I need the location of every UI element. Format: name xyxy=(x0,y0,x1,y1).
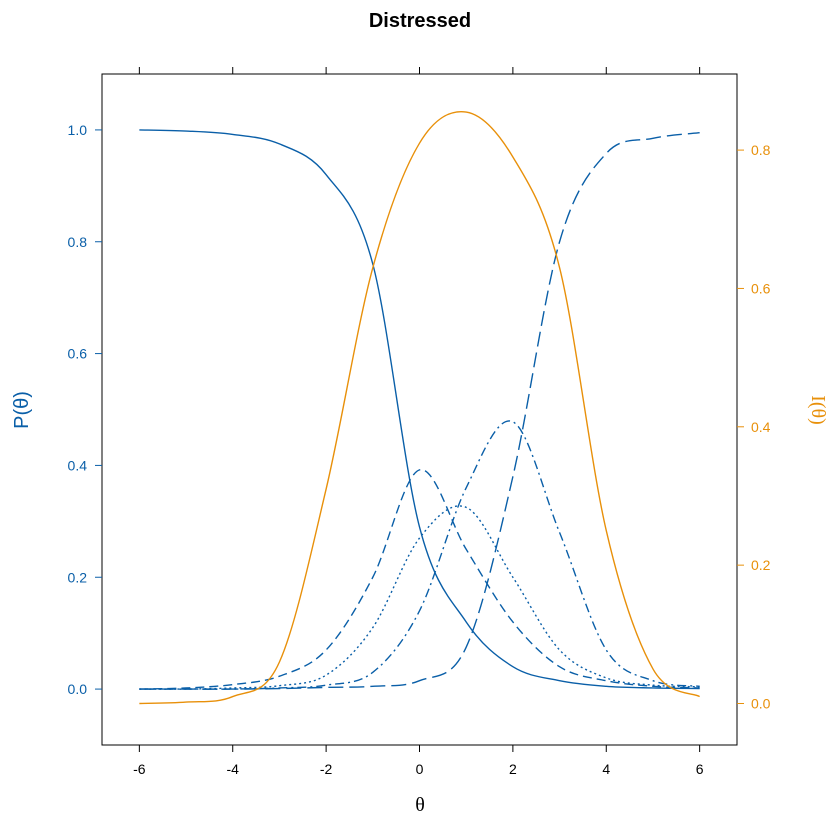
x-tick-label: 2 xyxy=(509,761,517,777)
left-y-tick-label: 0.8 xyxy=(68,234,88,250)
series-line-information xyxy=(139,110,701,705)
x-tick-label: 4 xyxy=(602,761,610,777)
right-y-tick-label: 0.4 xyxy=(751,419,771,435)
curves xyxy=(139,110,701,705)
left-y-tick-label: 0.0 xyxy=(68,681,88,697)
x-tick-label: 0 xyxy=(416,761,424,777)
left-y-tick-label: 1.0 xyxy=(68,122,88,138)
series-line-probability-3 xyxy=(139,505,700,690)
axes: -6 -4 -2 0 2 4 6 0.0 0.2 0.4 0.6 0.8 1.0 0.0 0.2 0.4 0.6… xyxy=(68,67,771,777)
right-y-tick-label: 0.8 xyxy=(751,142,771,158)
right-y-tick-label: 0.2 xyxy=(751,557,771,573)
left-y-tick-label: 0.4 xyxy=(68,457,88,473)
x-tick-label: 6 xyxy=(696,761,704,777)
series-line-probability-4 xyxy=(139,420,700,690)
x-tick-label: -6 xyxy=(133,761,146,777)
left-y-tick-label: 0.6 xyxy=(68,346,88,362)
left-y-axis-label: P(θ) xyxy=(11,391,33,429)
right-y-tick-label: 0.0 xyxy=(751,695,771,711)
right-y-tick-label: 0.6 xyxy=(751,280,771,296)
x-tick-label: -4 xyxy=(227,761,240,777)
x-axis-label: θ xyxy=(415,794,425,816)
left-y-tick-label: 0.2 xyxy=(68,569,88,585)
series-line-probability-1 xyxy=(139,129,700,690)
x-tick-label: -2 xyxy=(320,761,333,777)
series-line-probability-2 xyxy=(139,469,700,690)
right-y-axis-label: I(θ) xyxy=(807,395,829,425)
chart-title: Distressed xyxy=(369,10,471,32)
series-line-probability-5 xyxy=(139,132,700,690)
